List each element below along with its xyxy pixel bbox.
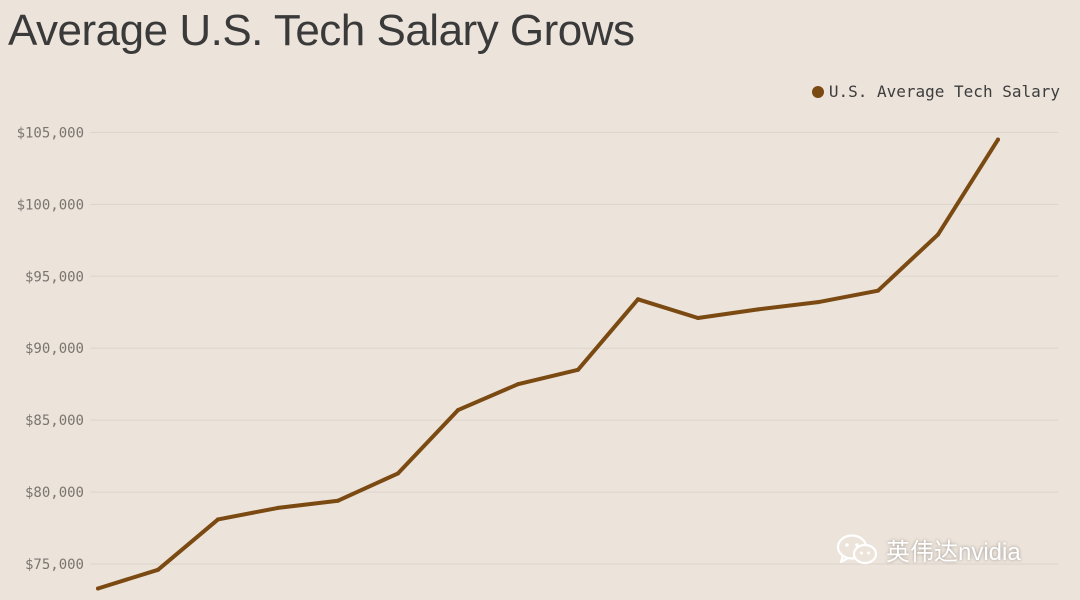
data-point [516,382,520,387]
data-point [756,307,760,312]
data-point [396,471,400,476]
data-point [936,232,940,237]
grid-lines [90,131,1058,565]
y-tick-label: $80,000 [25,485,84,501]
y-tick-label: $85,000 [25,413,84,429]
data-point [816,300,820,305]
legend: U.S. Average Tech Salary [811,82,1060,101]
data-point [636,297,640,302]
chart-title: Average U.S. Tech Salary Grows [8,6,635,55]
wechat-icon [836,533,878,564]
data-point [216,517,220,522]
watermark: 英伟达nvidia [836,532,1021,567]
data-point [876,288,880,293]
y-tick-label: $90,000 [25,341,84,357]
data-point [456,408,460,413]
legend-marker [811,85,824,98]
data-point [336,498,340,503]
data-point [996,137,1000,142]
data-point [96,586,100,591]
watermark-text: 英伟达nvidia [886,539,1021,566]
data-point [576,367,580,372]
series-line [96,137,1000,591]
y-tick-label: $105,000 [17,125,84,141]
series-layer [96,137,1000,591]
y-tick-label: $100,000 [17,197,84,213]
data-point [156,567,160,572]
data-point [276,505,280,510]
y-axis-ticks: $75,000 $80,000 $85,000 $90,000 $95,000 $100,… [17,125,84,573]
y-tick-label: $95,000 [25,269,84,285]
legend-label: U.S. Average Tech Salary [828,82,1060,101]
data-point [696,315,700,320]
y-tick-label: $75,000 [25,557,84,573]
